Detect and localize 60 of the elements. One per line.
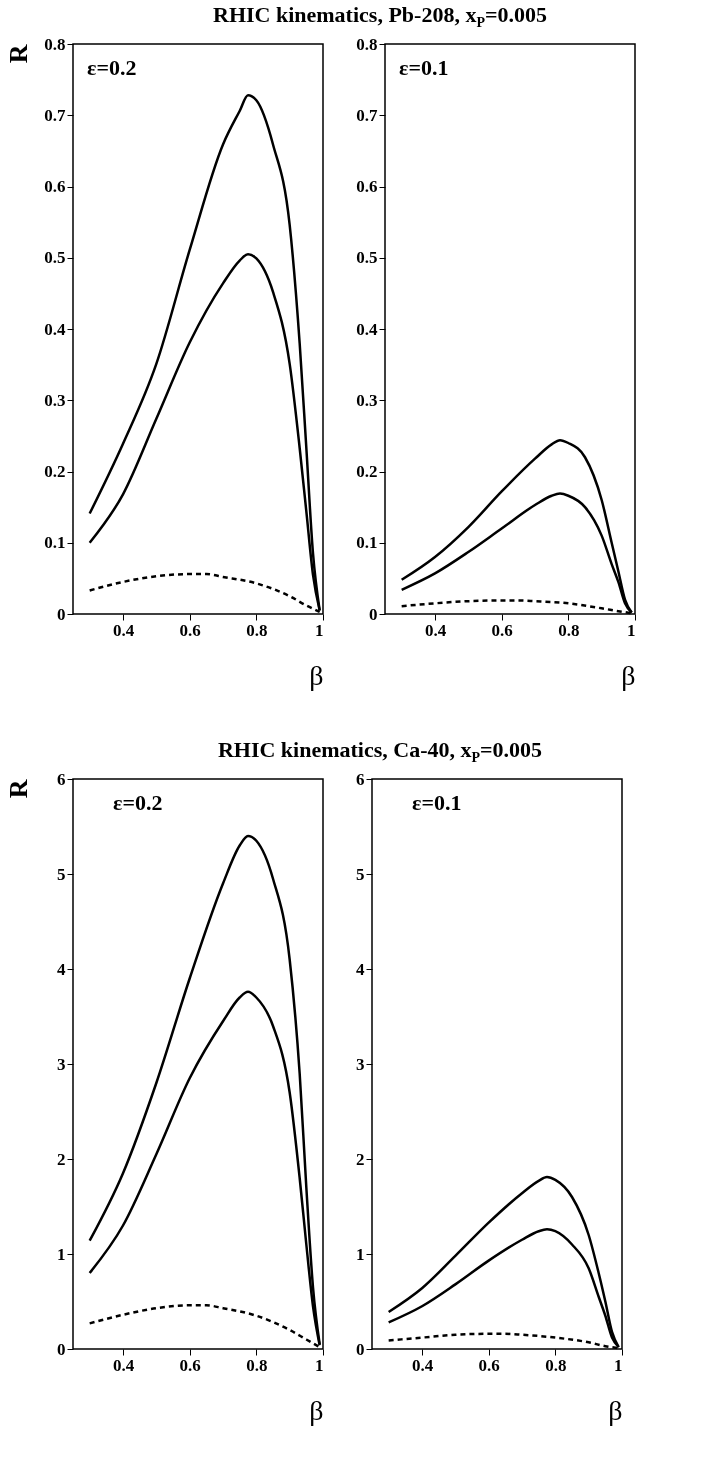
x-axis-title: β <box>309 1394 324 1426</box>
y-tick-label: 0.3 <box>356 390 378 410</box>
x-tick-label: 0.6 <box>478 1355 500 1375</box>
y-tick-label: 0 <box>57 604 66 624</box>
y-tick-label: 0.2 <box>44 462 66 481</box>
y-tick-label: 0.8 <box>356 34 378 54</box>
x-axis-title: β <box>608 1394 623 1426</box>
x-tick-label: 0.4 <box>112 620 135 640</box>
y-tick-label: 4 <box>57 959 66 979</box>
y-tick-label: 0 <box>356 1339 365 1359</box>
annotation: ε=0.1 <box>399 55 449 80</box>
y-tick-label: 0.7 <box>44 105 66 125</box>
x-tick-label: 0.8 <box>558 620 580 640</box>
y-tick-label: 0 <box>57 1339 66 1359</box>
y-tick-label: 0.5 <box>44 248 66 268</box>
y-tick-label: 0.3 <box>44 390 66 410</box>
y-tick-label: 2 <box>57 1149 66 1169</box>
x-tick-label: 0.4 <box>112 1355 135 1375</box>
x-tick-label: 1 <box>315 1355 324 1375</box>
x-tick-label: 0.6 <box>491 620 513 640</box>
y-tick-label: 0.6 <box>44 177 66 196</box>
annotation: ε=0.2 <box>87 55 137 80</box>
y-tick-label: 0.7 <box>356 105 378 125</box>
text: RHIC kinematics, Ca-40, x$_{P}$=0.005 <box>216 736 544 766</box>
y-tick-label: 5 <box>57 864 66 884</box>
y-tick-label: 0 <box>369 604 378 624</box>
x-tick-label: 1 <box>315 620 324 640</box>
y-tick-label: 1 <box>57 1244 66 1264</box>
y-tick-label: 5 <box>356 864 365 884</box>
y-axis-title: R <box>3 44 33 64</box>
x-tick-label: 0.4 <box>424 620 447 640</box>
x-axis-title: β <box>309 659 324 691</box>
x-axis-title: β <box>621 659 636 691</box>
y-tick-label: 2 <box>356 1149 365 1169</box>
x-tick-label: 0.8 <box>246 620 268 640</box>
y-tick-label: 0.4 <box>356 319 378 339</box>
text: RHIC kinematics, Pb-208, x$_{P}$=0.005 <box>212 1 548 31</box>
y-tick-label: 3 <box>356 1054 365 1074</box>
y-axis-title: R <box>3 779 33 799</box>
y-tick-label: 0.4 <box>44 319 66 339</box>
x-tick-label: 1 <box>614 1355 623 1375</box>
y-tick-label: 0.1 <box>44 533 66 553</box>
y-tick-label: 0.8 <box>44 34 66 54</box>
y-tick-label: 6 <box>356 769 365 789</box>
x-tick-label: 0.4 <box>411 1355 434 1375</box>
x-tick-label: 1 <box>627 620 636 640</box>
y-tick-label: 0.6 <box>356 177 378 196</box>
x-tick-label: 0.6 <box>179 620 201 640</box>
y-tick-label: 3 <box>57 1054 66 1074</box>
y-tick-label: 0.2 <box>356 462 378 481</box>
y-tick-label: 0.1 <box>356 533 378 553</box>
y-tick-label: 1 <box>356 1244 365 1264</box>
y-tick-label: 6 <box>57 769 66 789</box>
x-tick-label: 0.8 <box>246 1355 268 1375</box>
annotation: ε=0.2 <box>113 790 163 815</box>
x-tick-label: 0.6 <box>179 1355 201 1375</box>
y-tick-label: 4 <box>356 959 365 979</box>
x-tick-label: 0.8 <box>545 1355 567 1375</box>
annotation: ε=0.1 <box>412 790 462 815</box>
y-tick-label: 0.5 <box>356 248 378 268</box>
